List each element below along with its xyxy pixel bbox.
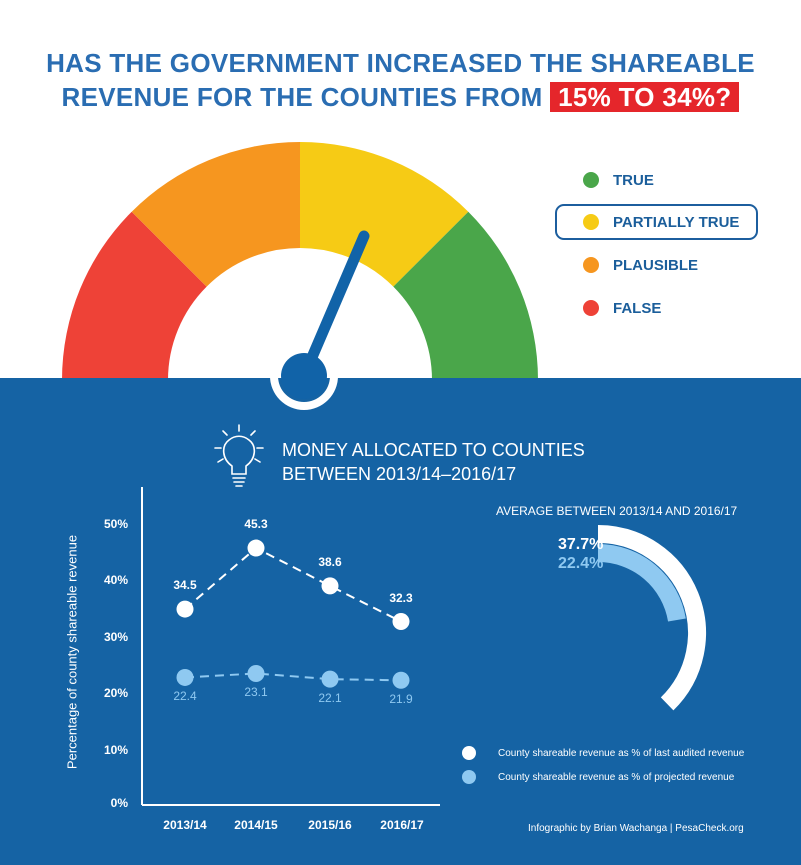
data-label-audited: 34.5 <box>173 578 197 593</box>
gauge-segment-plausible <box>131 142 300 287</box>
credit-text: Infographic by Brian Wachanga | PesaChec… <box>528 823 744 834</box>
lightbulb-icon <box>214 424 264 487</box>
verdict-legend-true: TRUE <box>583 170 654 190</box>
series-legend-audited: County shareable revenue as % of last au… <box>462 746 744 760</box>
legend-dot-partially-true <box>583 214 599 230</box>
series-legend-label: County shareable revenue as % of project… <box>498 771 735 783</box>
series-points-audited <box>176 539 410 631</box>
data-point-projected-2015-16 <box>321 670 339 688</box>
infographic-title: HAS THE GOVERNMENT INCREASED THE SHAREAB… <box>0 46 801 114</box>
gauge-hub <box>281 353 327 399</box>
x-tick-label: 2016/17 <box>380 818 424 832</box>
verdict-legend-label: PARTIALLY TRUE <box>613 213 740 231</box>
x-tick-label: 2013/14 <box>163 818 207 832</box>
data-point-audited-2015-16 <box>321 577 339 595</box>
x-tick-label: 2014/15 <box>234 818 278 832</box>
data-point-audited-2014-15 <box>247 539 265 557</box>
y-axis-label: Percentage of county shareable revenue <box>64 534 80 770</box>
verdict-legend-label: FALSE <box>613 299 662 317</box>
verdict-gauge <box>62 142 538 380</box>
data-point-projected-2016-17 <box>392 671 410 689</box>
data-label-projected: 22.1 <box>318 691 342 706</box>
series-points-projected <box>176 664 410 689</box>
legend-dot-false <box>583 300 599 316</box>
average-projected-value: 22.4% <box>558 555 604 572</box>
y-tick-label: 20% <box>103 686 128 700</box>
data-point-projected-2014-15 <box>247 664 265 682</box>
series-line-projected <box>184 672 402 682</box>
data-point-projected-2013-14 <box>176 668 194 686</box>
data-label-projected: 22.4 <box>173 689 197 704</box>
verdict-legend-plausible: PLAUSIBLE <box>583 255 698 275</box>
legend-dot-plausible <box>583 257 599 273</box>
gauge-segment-true <box>393 211 538 380</box>
average-arc-audited <box>597 525 706 711</box>
average-audited-value: 37.7% <box>558 536 604 553</box>
gauge-segment-partially-true <box>300 142 469 287</box>
verdict-highlight-box <box>555 204 758 240</box>
data-label-projected: 23.1 <box>244 685 268 700</box>
series-line-audited <box>184 546 402 623</box>
y-tick-label: 50% <box>103 517 128 531</box>
section-title-line-2: BETWEEN 2013/14–2016/17 <box>282 464 517 484</box>
title-line-2: REVENUE FOR THE COUNTIES FROM 15% TO 34%… <box>0 80 801 114</box>
data-point-audited-2013-14 <box>176 600 194 618</box>
y-tick-label: 10% <box>103 743 128 757</box>
data-label-audited: 45.3 <box>244 517 268 532</box>
title-line-1: HAS THE GOVERNMENT INCREASED THE SHAREAB… <box>46 48 755 78</box>
legend-dot-projected <box>462 770 476 784</box>
verdict-legend-label: TRUE <box>613 171 654 189</box>
gauge-segment-false <box>62 211 207 380</box>
average-arc-projected <box>597 544 686 622</box>
series-legend-label: County shareable revenue as % of last au… <box>498 747 745 759</box>
data-label-audited: 32.3 <box>389 590 413 605</box>
gauge-needle <box>298 230 370 382</box>
x-tick-label: 2015/16 <box>308 818 352 832</box>
y-tick-label: 30% <box>103 630 128 644</box>
verdict-legend-partially-true: PARTIALLY TRUE <box>583 212 739 232</box>
legend-dot-true <box>583 172 599 188</box>
title-highlight: 15% TO 34%? <box>550 82 740 112</box>
series-legend-projected: County shareable revenue as % of project… <box>462 770 734 784</box>
data-label-audited: 38.6 <box>318 554 342 569</box>
verdict-legend-label: PLAUSIBLE <box>613 256 699 274</box>
gauge-hub-ring <box>270 376 338 410</box>
data-label-projected: 21.9 <box>389 692 413 707</box>
section-title-line-1: MONEY ALLOCATED TO COUNTIES <box>282 440 585 460</box>
y-tick-label: 0% <box>110 796 128 810</box>
legend-dot-audited <box>462 746 476 760</box>
section-title: MONEY ALLOCATED TO COUNTIES BETWEEN 2013… <box>282 438 585 486</box>
verdict-legend-false: FALSE <box>583 298 661 318</box>
y-tick-label: 40% <box>103 573 128 587</box>
data-point-audited-2016-17 <box>392 613 410 631</box>
average-title: AVERAGE BETWEEN 2013/14 AND 2016/17 <box>496 504 738 518</box>
title-line-2-text: REVENUE FOR THE COUNTIES FROM <box>61 82 543 112</box>
